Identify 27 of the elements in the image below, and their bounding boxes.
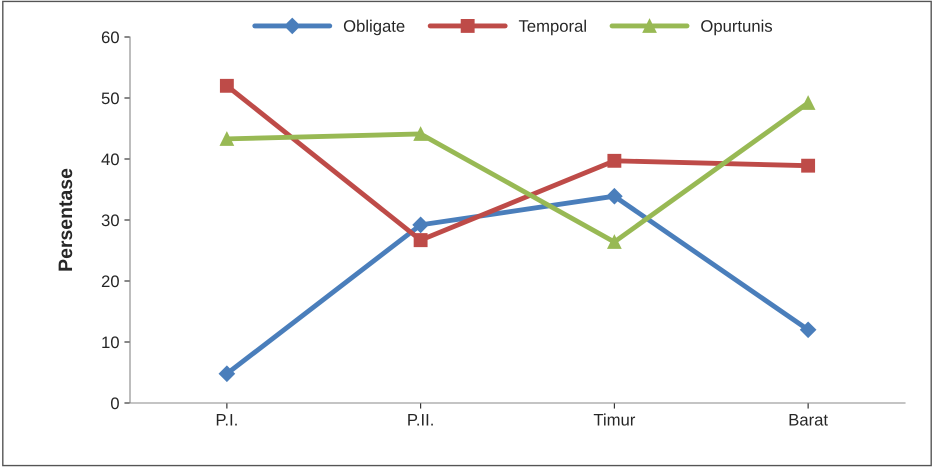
y-tick-label: 0 — [110, 397, 119, 410]
y-tick-label: 50 — [102, 92, 119, 104]
point — [414, 233, 428, 248]
y-tick-label: 60 — [102, 31, 119, 44]
point — [607, 154, 622, 168]
x-tick-label: P.II. — [408, 414, 433, 426]
point — [220, 78, 234, 93]
x-tick-label: P.I. — [216, 414, 237, 426]
point — [414, 127, 428, 141]
point — [800, 322, 816, 338]
y-tick-label: 40 — [101, 153, 119, 166]
x-tick-label: Timur — [594, 413, 636, 426]
point — [220, 132, 234, 146]
x-tick-label: Barat — [790, 414, 828, 426]
y-axis-title: Persentase — [58, 168, 72, 271]
point — [801, 158, 816, 173]
legend-label: Obligate — [344, 20, 404, 36]
legend-label: Temporal — [518, 20, 586, 36]
point — [606, 188, 622, 204]
point — [607, 235, 622, 249]
legend-label: Opurtunis — [701, 20, 772, 36]
point — [801, 96, 816, 110]
point — [218, 366, 235, 382]
point — [412, 216, 429, 233]
y-tick-label: 20 — [102, 275, 119, 288]
y-tick-label: 10 — [102, 336, 119, 348]
y-tick-label: 30 — [102, 214, 119, 226]
